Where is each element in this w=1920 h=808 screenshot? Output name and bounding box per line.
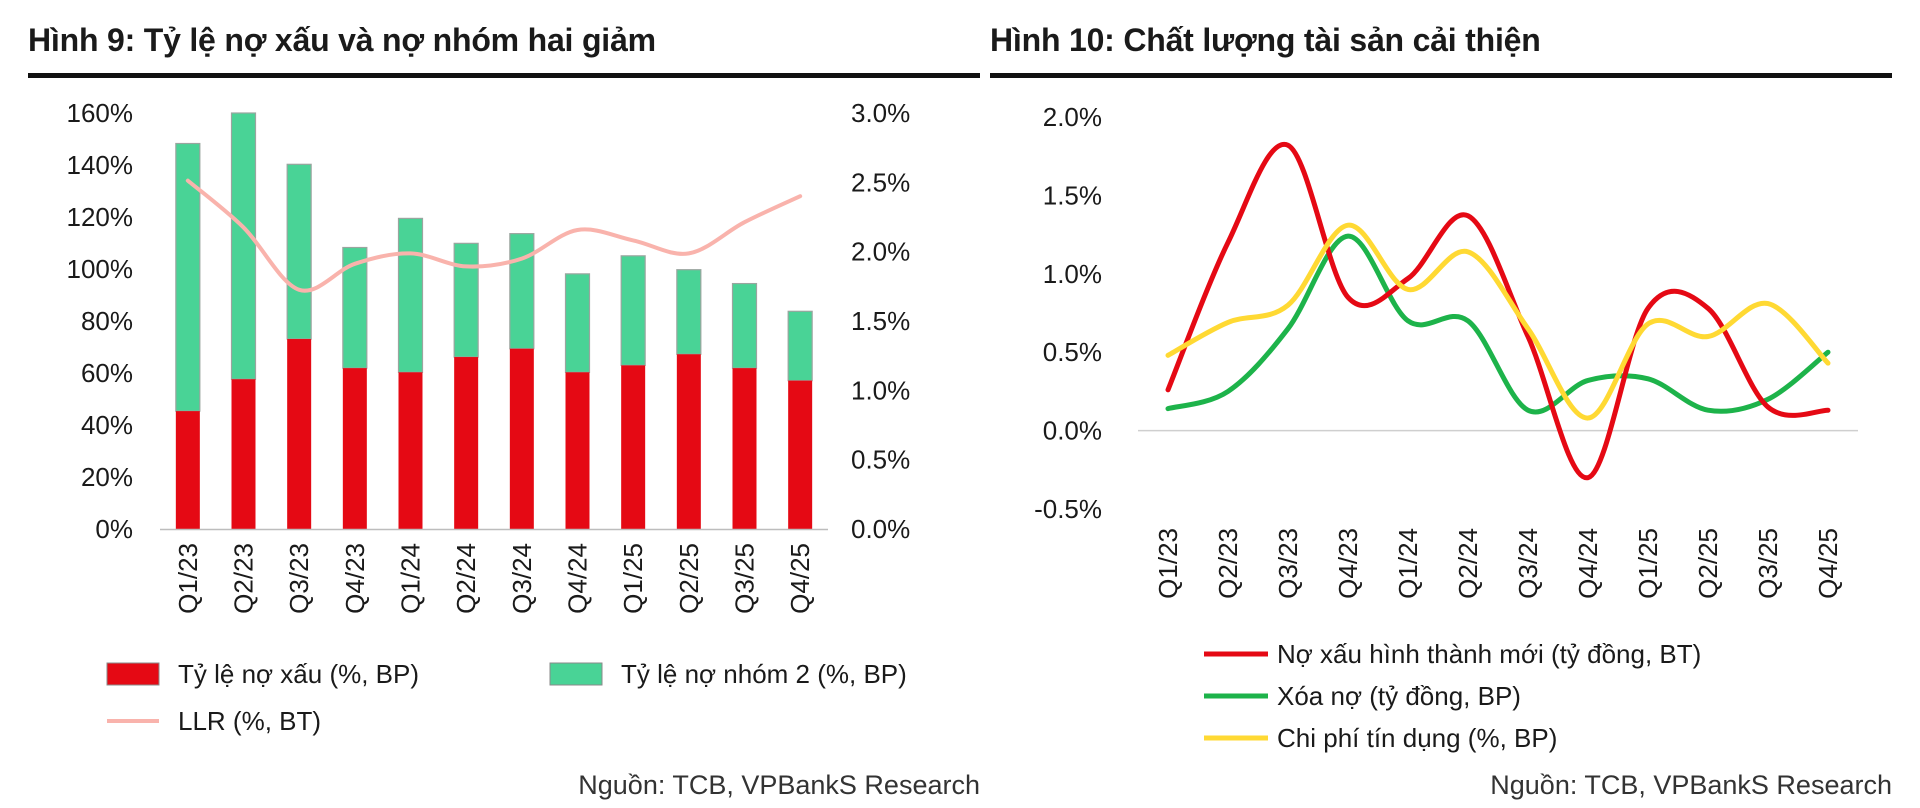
legend-new-npl-label: Nợ xấu hình thành mới (tỷ đồng, BT) [1277, 639, 1701, 669]
bar-group2-segment [397, 217, 424, 373]
right-axis-tick-label: 1.5% [851, 306, 910, 336]
x-axis-tick-label: Q2/25 [1693, 528, 1723, 599]
bar-npl-segment [676, 354, 701, 529]
legend-swatch-npl [106, 662, 160, 686]
left-axis-tick-label: 80% [81, 306, 133, 336]
bar-npl-segment [621, 365, 646, 529]
right-axis-tick-label: 2.5% [851, 167, 910, 197]
bar-group2-segment [230, 112, 257, 380]
left-axis-tick-label: 100% [67, 254, 134, 284]
y-axis-tick-label: 2.0% [1043, 102, 1102, 132]
bar-npl-segment [732, 368, 757, 529]
x-axis-tick-label: Q3/25 [1753, 528, 1783, 599]
x-axis-tick-label: Q1/23 [173, 543, 203, 614]
left-source-note: Nguồn: TCB, VPBankS Research [578, 770, 980, 800]
bar-group2-segment [286, 163, 312, 340]
x-axis-tick-label: Q4/25 [785, 543, 815, 614]
x-axis-tick-label: Q2/24 [1453, 528, 1483, 599]
right-axis-tick-label: 0.5% [851, 445, 910, 475]
left-axis-tick-label: 0% [95, 514, 133, 544]
legend-label-group2: Tỷ lệ nợ nhóm 2 (%, BP) [621, 659, 907, 689]
credit-cost-series-line [1165, 222, 1831, 421]
bar-npl-segment [454, 357, 479, 529]
left-axis-tick-label: 40% [81, 410, 133, 440]
x-axis-tick-label: Q2/23 [1213, 528, 1243, 599]
y-axis-tick-label: 1.0% [1043, 259, 1102, 289]
y-axis-tick-label: -0.5% [1034, 494, 1102, 524]
bar-group2-segment [787, 310, 813, 382]
right-axis-tick-label: 3.0% [851, 98, 910, 128]
x-axis-tick-label: Q3/24 [507, 543, 537, 614]
left-axis-tick-label: 120% [67, 202, 134, 232]
legend-label-llr: LLR (%, BT) [178, 706, 321, 736]
bar-group2-segment [509, 233, 535, 350]
x-axis-tick-label: Q1/23 [1153, 528, 1183, 599]
left-title-rule [28, 73, 980, 78]
x-axis-tick-label: Q4/24 [1573, 528, 1603, 599]
x-axis-tick-label: Q4/23 [1333, 528, 1363, 599]
bar-npl-segment [231, 379, 256, 529]
bar-npl-segment [398, 372, 423, 529]
left-axis-tick-label: 140% [67, 150, 134, 180]
write-off-series-line [1165, 233, 1831, 415]
right-source-note: Nguồn: TCB, VPBankS Research [1490, 770, 1892, 800]
y-axis-tick-label: 0.0% [1043, 416, 1102, 446]
legend-write-off-label: Xóa nợ (tỷ đồng, BP) [1277, 681, 1521, 711]
x-axis-tick-label: Q3/23 [1273, 528, 1303, 599]
right-title-rule [990, 73, 1892, 78]
right-figure-panel: Hình 10: Chất lượng tài sản cải thiện -0… [990, 0, 1892, 808]
bar-group2-segment [453, 242, 479, 358]
left-axis-tick-label: 160% [67, 98, 134, 128]
x-axis-tick-label: Q2/23 [229, 543, 259, 614]
new-npl-series-line [1165, 141, 1831, 481]
legend-label-npl: Tỷ lệ nợ xấu (%, BP) [178, 659, 419, 689]
right-chart-svg: -0.5% 0.0% 0.5% 1.0% 1.5% 2.0% Q1/23 Q2/23 Q3/23… [1034, 102, 1858, 753]
right-axis-tick-label: 1.0% [851, 375, 910, 405]
llr-series-line [185, 178, 803, 293]
x-axis-tick-label: Q3/23 [284, 543, 314, 614]
bar-group2-segment [620, 255, 646, 366]
bar-npl-segment [788, 380, 813, 529]
x-axis-tick-label: Q1/24 [1393, 528, 1423, 599]
legend-credit-cost-label: Chi phí tín dụng (%, BP) [1277, 723, 1557, 753]
x-axis-tick-label: Q3/24 [1513, 528, 1543, 599]
left-figure-title: Hình 9: Tỷ lệ nợ xấu và nợ nhóm hai giảm [28, 22, 656, 58]
x-axis-tick-label: Q1/24 [396, 543, 426, 614]
bar-npl-segment [287, 339, 312, 529]
bar-npl-segment [175, 411, 200, 529]
x-axis-tick-label: Q2/24 [451, 543, 481, 614]
legend-swatch-group2 [549, 662, 603, 686]
x-axis-tick-label: Q4/24 [563, 543, 593, 614]
bar-group2-segment [676, 269, 702, 355]
x-axis-tick-label: Q1/25 [618, 543, 648, 614]
bar-npl-segment [509, 348, 534, 529]
right-axis-tick-label: 0.0% [851, 514, 910, 544]
bar-npl-segment [342, 368, 367, 529]
bar-group2-segment [175, 142, 201, 412]
x-axis-tick-label: Q1/25 [1633, 528, 1663, 599]
y-axis-tick-label: 0.5% [1043, 337, 1102, 367]
right-axis-tick-label: 2.0% [851, 237, 910, 267]
x-axis-tick-label: Q3/25 [730, 543, 760, 614]
bar-npl-segment [565, 372, 590, 529]
x-axis-tick-label: Q2/25 [674, 543, 704, 614]
y-axis-tick-label: 1.5% [1043, 180, 1102, 210]
left-chart-svg: 0% 20% 40% 60% 80% 100% 120% 140% 160% 0.0% 0.5% 1.… [67, 98, 911, 736]
left-axis-tick-label: 20% [81, 462, 133, 492]
left-axis-tick-label: 60% [81, 358, 133, 388]
right-figure-title: Hình 10: Chất lượng tài sản cải thiện [990, 22, 1541, 58]
left-figure-panel: Hình 9: Tỷ lệ nợ xấu và nợ nhóm hai giảm… [28, 0, 980, 808]
x-axis-tick-label: Q4/25 [1813, 528, 1843, 599]
bar-group2-segment [564, 273, 591, 373]
x-axis-tick-label: Q4/23 [340, 543, 370, 614]
bar-group2-segment [731, 282, 758, 369]
